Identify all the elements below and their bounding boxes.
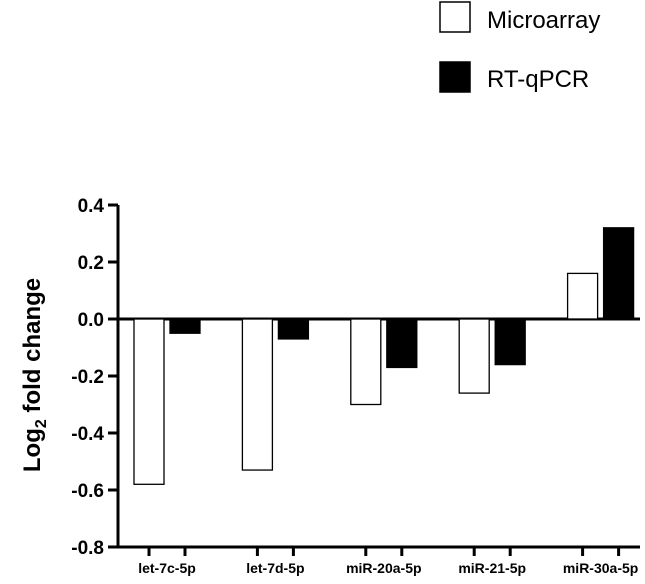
legend-swatch-rtqpcr: [439, 61, 471, 93]
y-tick-label: 0.2: [78, 253, 104, 274]
legend-swatch-microarray: [439, 1, 471, 33]
legend-label-rtqpcr: RT-qPCR: [487, 66, 589, 93]
bar-microarray-let-7d-5p: [241, 318, 274, 471]
bars: [133, 227, 635, 485]
bar-microarray-mir-30a-5p: [566, 272, 599, 320]
bar-microarray-mir-20a-5p: [350, 318, 382, 406]
x-tick-label: miR-30a-5p: [563, 560, 638, 576]
y-tick-label: -0.2: [71, 367, 104, 388]
bar-rtqpcr-mir-21-5p: [494, 318, 526, 366]
y-axis-label: Log2 fold change: [19, 278, 50, 472]
bar-microarray-let-7c-5p: [133, 318, 165, 485]
bar-rtqpcr-mir-30a-5p: [602, 227, 635, 320]
legend: Microarray RT-qPCR: [439, 1, 600, 93]
y-tick-label: -0.8: [71, 538, 104, 559]
y-tick-label: -0.4: [71, 424, 104, 445]
bar-rtqpcr-let-7d-5p: [277, 318, 310, 340]
y-tick-label: 0.4: [78, 196, 105, 217]
y-tick-label: -0.6: [71, 481, 104, 502]
y-axis-label-rest: fold change: [19, 278, 46, 419]
x-tick-label: let-7d-5p: [246, 560, 304, 576]
y-axis-label-subscript: 2: [33, 419, 50, 428]
x-tick-label: miR-20a-5p: [346, 560, 421, 576]
y-axis-label-main: Log: [19, 428, 46, 472]
x-axis: let-7c-5p let-7d-5p miR-20a-5p miR-21-5p miR…: [118, 545, 640, 576]
bar-rtqpcr-let-7c-5p: [169, 318, 201, 334]
x-tick-label: let-7c-5p: [138, 560, 196, 576]
legend-label-microarray: Microarray: [487, 7, 600, 34]
x-tick-label: miR-21-5p: [458, 560, 526, 576]
bar-microarray-mir-21-5p: [458, 318, 490, 394]
y-tick-label: 0.0: [78, 310, 104, 331]
bar-rtqpcr-mir-20a-5p: [386, 318, 418, 369]
